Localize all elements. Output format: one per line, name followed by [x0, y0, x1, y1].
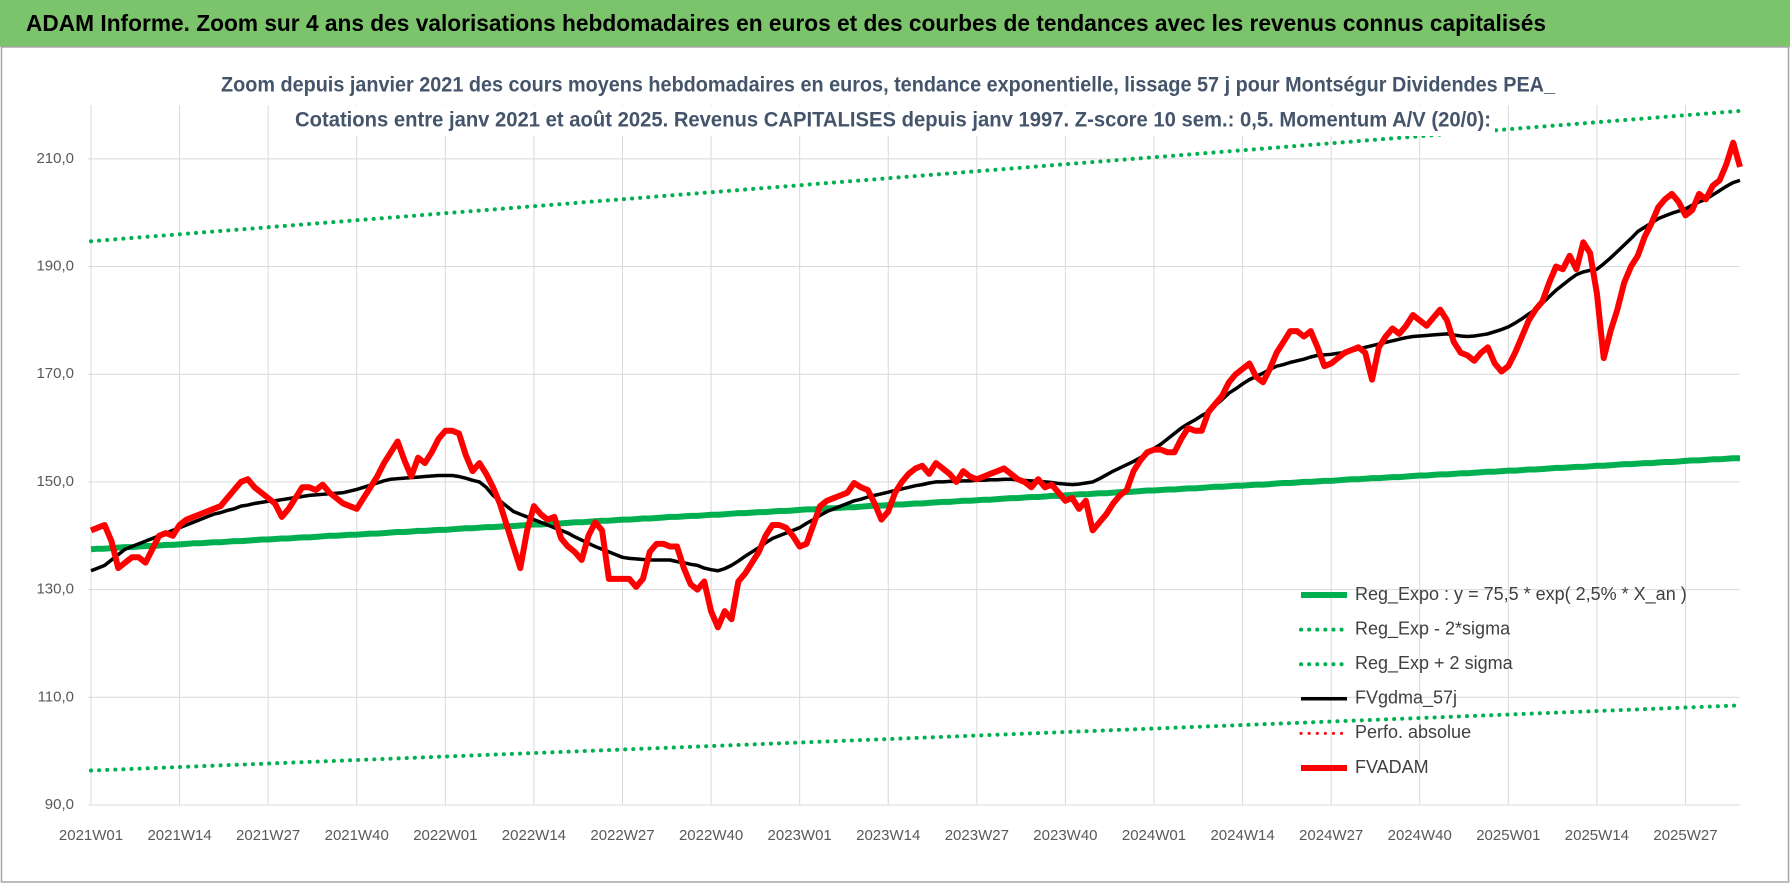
y-tick-label: 130,0 [36, 581, 74, 598]
y-tick-label: 210,0 [36, 150, 74, 167]
subtitle-background [291, 106, 1495, 136]
y-tick-label: 150,0 [36, 473, 74, 490]
x-tick-label: 2023W14 [856, 827, 920, 844]
x-tick-label: 2023W01 [768, 827, 832, 844]
x-tick-label: 2021W27 [236, 827, 300, 844]
x-tick-label: 2023W27 [945, 827, 1009, 844]
x-tick-label: 2025W01 [1476, 827, 1540, 844]
legend-label: Reg_Expo : y = 75,5 * exp( 2,5% * X_an ) [1355, 584, 1687, 605]
title-background [217, 71, 1559, 101]
y-tick-label: 110,0 [38, 688, 74, 705]
x-tick-label: 2022W14 [502, 827, 566, 844]
y-tick-label: 190,0 [36, 258, 74, 275]
x-tick-label: 2024W40 [1388, 827, 1452, 844]
x-tick-label: 2022W01 [413, 827, 477, 844]
plot-area: 90,0 110,0 130,0 150,0 170,0 190,0 210,0 2021W0… [36, 105, 1743, 844]
series-line [89, 139, 1743, 631]
x-tick-label: 2025W27 [1653, 827, 1717, 844]
chart-subtitle: Cotations entre janv 2021 et août 2025. … [295, 109, 1491, 132]
legend-label: Perfo. absolue [1355, 722, 1471, 742]
legend: Reg_Expo : y = 75,5 * exp( 2,5% * X_an )… [1299, 584, 1687, 777]
series-line [89, 703, 1742, 773]
x-tick-label: 2021W40 [325, 827, 389, 844]
x-tick-label: 2025W14 [1565, 827, 1629, 844]
chart-frame [0, 46, 1790, 883]
series-line [90, 455, 1740, 553]
x-tick-label: 2021W14 [147, 827, 211, 844]
x-tick-label: 2022W27 [590, 827, 654, 844]
chart-title: Zoom depuis janvier 2021 des cours moyen… [221, 74, 1555, 97]
x-tick-label: 2022W40 [679, 827, 743, 844]
legend-label: Reg_Exp - 2*sigma [1355, 618, 1511, 639]
legend-label: Reg_Exp + 2 sigma [1355, 653, 1514, 674]
x-tick-label: 2023W40 [1033, 827, 1097, 844]
legend-label: FVgdma_57j [1355, 688, 1457, 709]
y-tick-label: 170,0 [36, 365, 74, 382]
legend-label: FVADAM [1355, 757, 1429, 777]
page-title: ADAM Informe. Zoom sur 4 ans des valoris… [26, 10, 1546, 36]
banner [0, 0, 1790, 47]
x-tick-label: 2024W01 [1122, 827, 1186, 844]
y-tick-label: 90,0 [45, 796, 74, 813]
series-line [90, 178, 1741, 573]
x-tick-label: 2024W27 [1299, 827, 1363, 844]
x-tick-label: 2021W01 [59, 827, 123, 844]
x-tick-label: 2024W14 [1210, 827, 1274, 844]
